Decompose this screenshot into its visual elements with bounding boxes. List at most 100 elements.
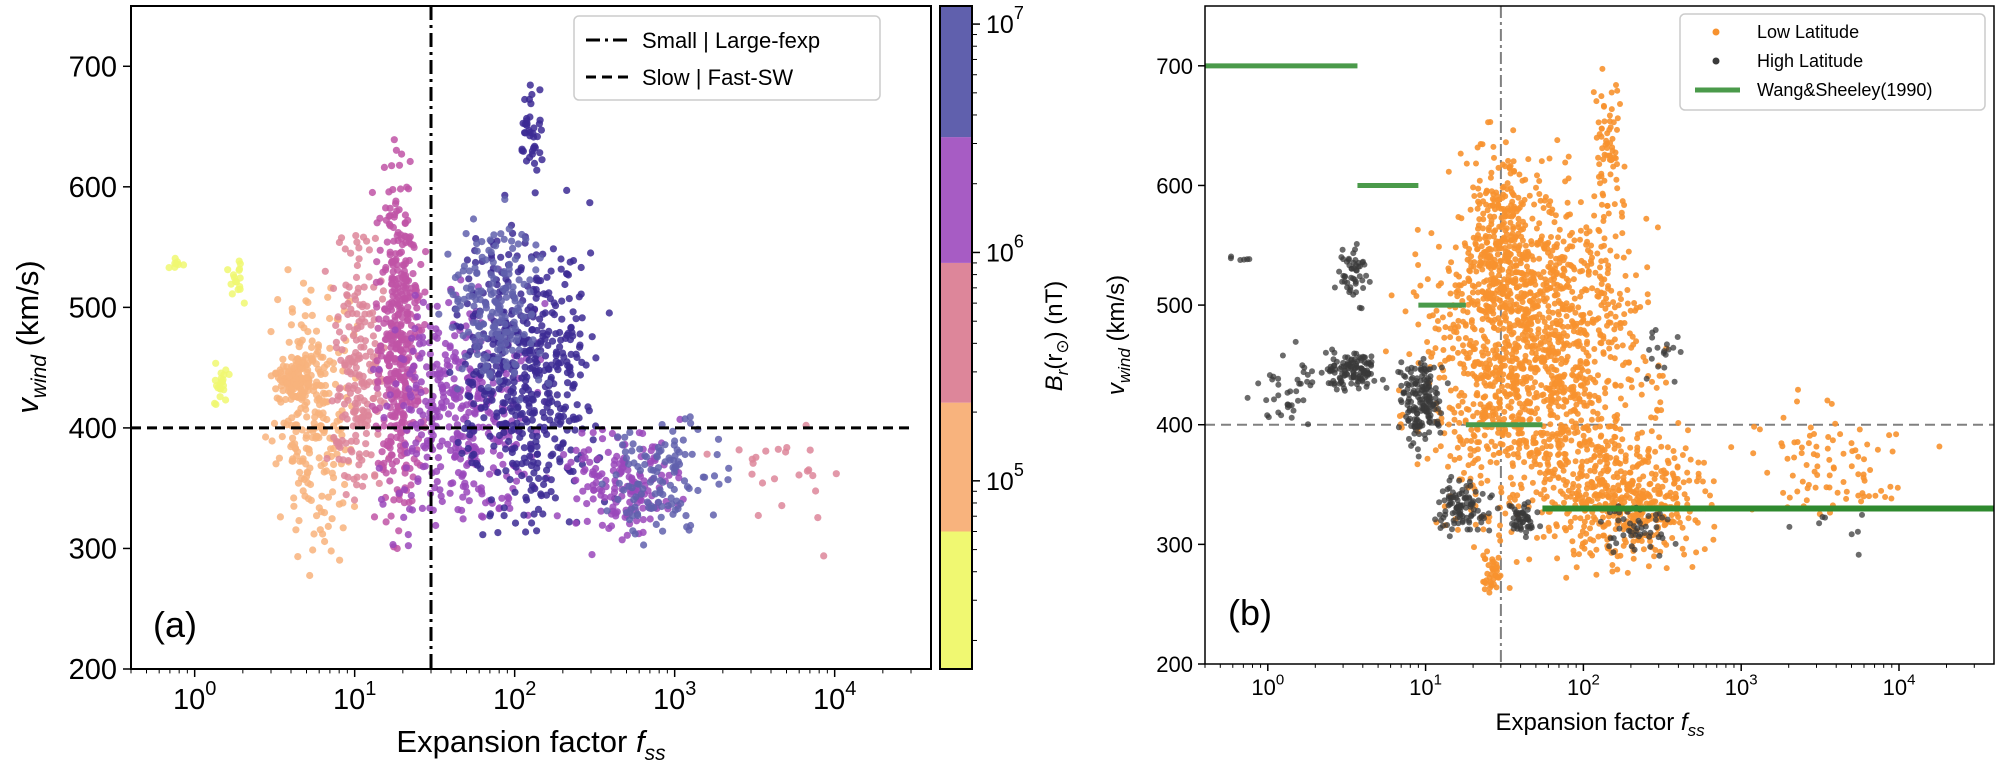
data-point <box>1482 309 1489 316</box>
data-point <box>1595 416 1602 423</box>
data-point <box>1616 290 1623 297</box>
data-point <box>1553 357 1560 364</box>
data-point <box>354 399 362 407</box>
data-point <box>1570 471 1577 478</box>
data-point <box>528 395 536 403</box>
data-point <box>1572 458 1579 465</box>
data-point <box>669 510 677 518</box>
data-point <box>446 342 454 350</box>
data-point <box>1524 343 1531 350</box>
data-point <box>1595 327 1602 334</box>
data-point <box>526 81 534 89</box>
data-point <box>1565 277 1572 284</box>
data-point <box>493 309 501 317</box>
data-point <box>1535 298 1542 304</box>
data-point <box>470 480 478 488</box>
data-point <box>672 463 680 471</box>
data-point <box>682 511 690 520</box>
data-point <box>392 380 400 388</box>
data-point <box>481 298 489 306</box>
data-point <box>317 508 325 516</box>
data-point <box>1595 372 1601 379</box>
data-point <box>526 364 534 372</box>
data-point <box>1299 362 1306 369</box>
data-point <box>456 393 464 402</box>
data-point <box>1577 358 1584 364</box>
data-point <box>1543 443 1550 450</box>
data-point <box>724 476 732 484</box>
data-point <box>295 517 303 525</box>
data-point <box>1638 391 1645 398</box>
data-point <box>433 467 441 475</box>
data-point <box>1608 287 1615 294</box>
data-point <box>1446 404 1453 411</box>
data-point <box>525 127 533 135</box>
data-point <box>334 313 342 321</box>
data-point <box>330 460 338 469</box>
data-point <box>376 397 385 405</box>
data-point <box>1467 445 1474 452</box>
data-point <box>1600 333 1607 340</box>
data-point <box>305 449 314 457</box>
data-point <box>493 265 501 273</box>
panel-a-points <box>165 81 840 580</box>
data-point <box>1513 269 1519 276</box>
data-point <box>1543 450 1550 457</box>
data-point <box>1645 299 1652 306</box>
data-point <box>1565 153 1572 160</box>
data-point <box>1552 380 1559 387</box>
data-point <box>565 295 573 303</box>
data-point <box>520 280 528 288</box>
data-point <box>1673 510 1680 517</box>
data-point <box>360 283 368 291</box>
data-point <box>397 334 406 342</box>
data-point <box>1585 368 1591 375</box>
data-point <box>1484 548 1491 555</box>
data-point <box>1502 428 1509 435</box>
data-point <box>1803 497 1810 504</box>
data-point <box>1471 283 1478 290</box>
data-point <box>1560 467 1567 474</box>
data-point <box>1607 310 1614 317</box>
data-point <box>521 371 529 379</box>
data-point <box>396 300 404 308</box>
data-point <box>1498 489 1505 496</box>
data-point <box>211 399 219 407</box>
data-point <box>620 486 628 494</box>
colorbar-bands <box>940 6 972 669</box>
data-point <box>665 471 673 479</box>
data-point <box>344 310 352 319</box>
data-point <box>1491 154 1497 161</box>
data-point <box>1292 338 1299 345</box>
data-point <box>507 427 516 435</box>
data-point <box>497 230 505 238</box>
data-point <box>1479 316 1486 322</box>
data-point <box>342 439 350 447</box>
data-point <box>1607 140 1614 146</box>
data-point <box>1519 299 1526 305</box>
data-point <box>1610 474 1617 480</box>
data-point <box>1577 515 1584 522</box>
data-point <box>1516 171 1523 178</box>
data-point <box>1593 546 1600 553</box>
data-point <box>1481 380 1488 386</box>
data-point <box>1503 349 1510 356</box>
data-point <box>1614 343 1621 350</box>
data-point <box>1452 282 1459 289</box>
data-point <box>1505 452 1511 459</box>
data-point <box>584 403 592 411</box>
data-point <box>1614 126 1620 133</box>
data-point <box>1474 301 1481 308</box>
data-point <box>391 326 399 334</box>
data-point <box>345 382 353 390</box>
data-point <box>634 480 642 488</box>
data-point <box>1480 225 1486 232</box>
data-point <box>567 350 575 358</box>
data-point <box>1546 436 1553 443</box>
data-point <box>369 332 377 340</box>
data-point <box>1571 551 1577 558</box>
data-point <box>407 240 415 248</box>
data-point <box>1496 264 1503 271</box>
data-point <box>1432 325 1439 332</box>
data-point <box>279 355 287 363</box>
